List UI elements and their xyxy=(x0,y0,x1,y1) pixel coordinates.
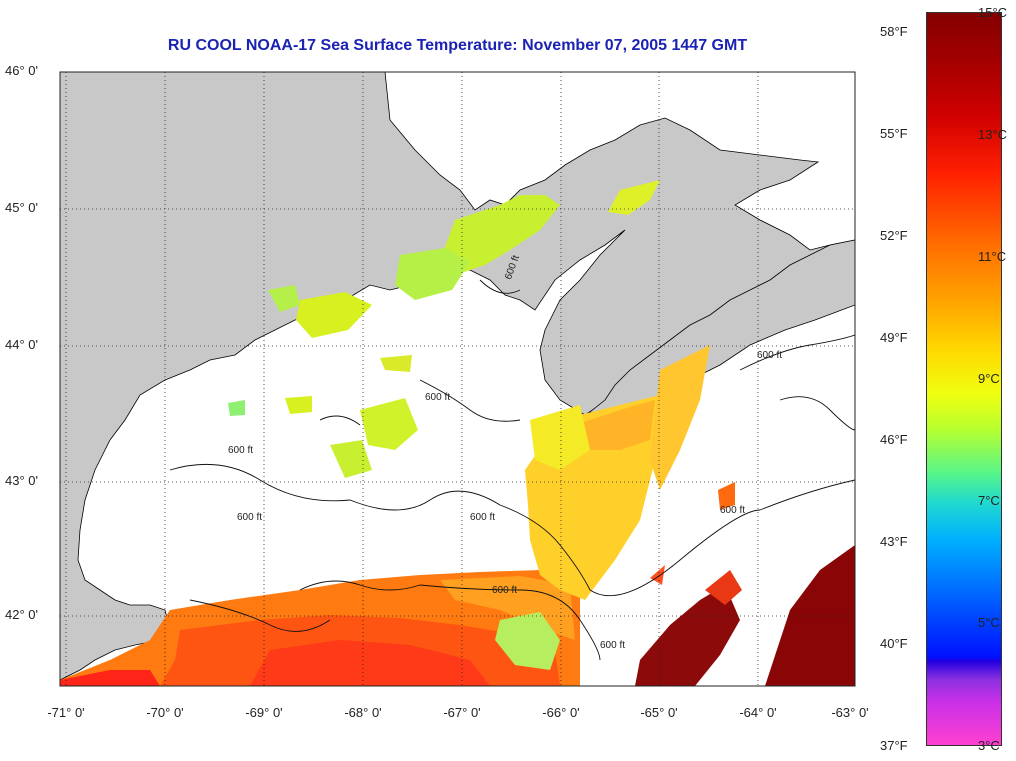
lat-label: 42° 0' xyxy=(5,607,38,622)
bathymetry-contours xyxy=(169,279,855,661)
colorbar-f-label: 40°F xyxy=(880,636,908,651)
lon-label: -68° 0' xyxy=(344,705,382,720)
colorbar-c-label: 13°C xyxy=(978,127,1008,142)
map-title: RU COOL NOAA-17 Sea Surface Temperature:… xyxy=(167,37,748,54)
land-maine-coast xyxy=(60,72,855,681)
colorbar-f-label: 37°F xyxy=(880,738,908,753)
sst-warm-shelf xyxy=(60,570,580,686)
temperature-colorbar xyxy=(926,12,1002,746)
colorbar-f-label: 55°F xyxy=(880,126,908,141)
colorbar-c-label: 7°C xyxy=(978,493,1000,508)
sst-cold-coastal xyxy=(228,180,660,478)
lon-label: -63° 0' xyxy=(831,705,869,720)
colorbar-c-label: 3°C xyxy=(978,738,1000,753)
colorbar-f-label: 49°F xyxy=(880,330,908,345)
colorbar-f-label: 46°F xyxy=(880,432,908,447)
lat-label: 44° 0' xyxy=(5,337,38,352)
contour-label: 600 ft xyxy=(757,350,783,361)
sst-central-band xyxy=(525,345,710,600)
lon-label: -65° 0' xyxy=(640,705,678,720)
colorbar-f-label: 43°F xyxy=(880,534,908,549)
lon-label: -64° 0' xyxy=(739,705,777,720)
lon-label: -69° 0' xyxy=(245,705,283,720)
contour-label: 600 ft xyxy=(425,392,451,403)
contour-label: 600 ft xyxy=(228,445,254,456)
land-nova-scotia xyxy=(589,239,855,421)
contour-label: 600 ft xyxy=(600,640,626,651)
contour-label: 600 ft xyxy=(492,585,518,596)
lon-label: -66° 0' xyxy=(542,705,580,720)
lat-label: 43° 0' xyxy=(5,473,38,488)
colorbar-f-label: 52°F xyxy=(880,228,908,243)
colorbar-c-label: 9°C xyxy=(978,371,1000,386)
colorbar-c-label: 5°C xyxy=(978,615,1000,630)
lon-label: -71° 0' xyxy=(47,705,85,720)
contour-label: 600 ft xyxy=(470,512,496,523)
map-frame xyxy=(59,71,856,687)
colorbar-c-label: 11°C xyxy=(978,249,1007,264)
lat-label: 45° 0' xyxy=(5,200,38,215)
lon-label: -70° 0' xyxy=(146,705,184,720)
sst-warm-slope xyxy=(635,482,855,686)
colorbar-f-label: 58°F xyxy=(880,24,908,39)
lon-label: -67° 0' xyxy=(443,705,481,720)
lat-label: 46° 0' xyxy=(5,63,38,78)
contour-label: 600 ft xyxy=(720,505,746,516)
colorbar-c-label: 15°C xyxy=(978,5,1008,20)
contour-label: 600 ft xyxy=(237,512,263,523)
